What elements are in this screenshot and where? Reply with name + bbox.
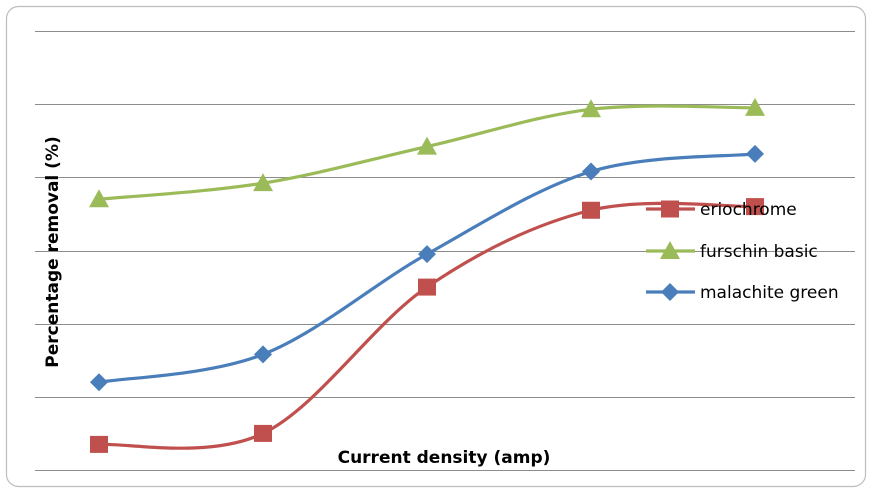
data-point-eriochrome [254,424,272,442]
legend-item-eriochrome: eriochrome [646,200,797,220]
data-point-eriochrome [746,198,764,216]
legend-item-furschin-basic: furschin basic [646,241,818,262]
series-group [89,97,765,453]
data-point-furschin-basic [89,189,109,208]
data-point-eriochrome [90,435,108,453]
legend-label: eriochrome [700,200,797,220]
data-point-furschin-basic [417,136,437,155]
legend-label: furschin basic [700,242,818,262]
data-point-malachite-green [418,245,436,264]
data-point-malachite-green [746,144,764,163]
legend-swatch-marker [660,241,680,259]
data-point-furschin-basic [745,97,765,116]
legend-item-malachite-green: malachite green [646,283,839,303]
series-malachite-green [90,144,764,392]
series-eriochrome [90,198,764,453]
data-point-malachite-green [90,373,108,392]
data-point-eriochrome [418,278,436,296]
data-point-furschin-basic [253,173,273,192]
gridlines [35,31,855,471]
data-point-furschin-basic [581,99,601,118]
series-furschin-basic [89,97,765,208]
data-point-eriochrome [582,201,600,219]
legend-swatch-marker [661,283,679,301]
data-point-malachite-green [254,345,272,364]
legend-label: malachite green [700,283,839,303]
legend-swatch-marker [661,200,679,218]
legend: eriochrome furschin basic malachite green [646,200,839,303]
x-axis-label: Current density (amp) [338,448,551,468]
y-axis-label: Percentage removal (%) [43,136,63,367]
data-point-malachite-green [582,162,600,181]
